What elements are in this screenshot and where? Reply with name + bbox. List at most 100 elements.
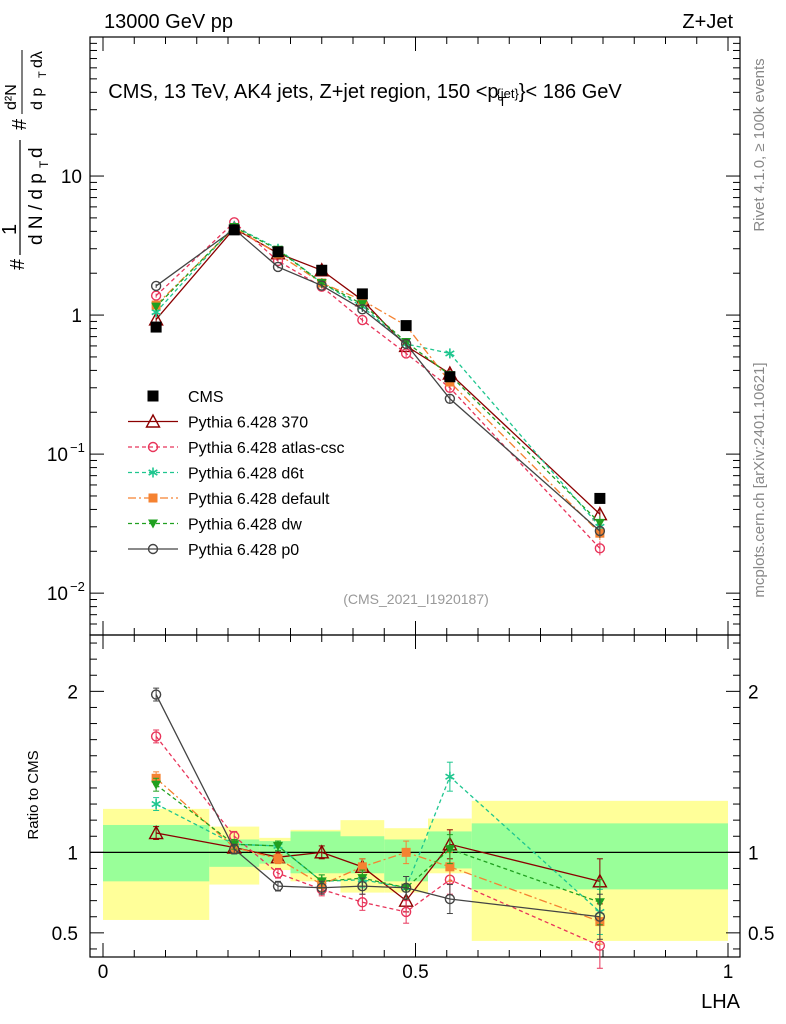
legend-entry: CMS <box>147 389 224 406</box>
legend-label: Pythia 6.428 d6t <box>188 466 304 483</box>
x-tick-label: 0 <box>98 962 109 983</box>
svg-text:1: 1 <box>0 224 21 235</box>
ratio-point <box>272 868 284 879</box>
legend-entry: Pythia 6.428 370 <box>128 413 308 432</box>
series-ratio <box>150 687 606 940</box>
y-tick-label: 1 <box>71 306 82 327</box>
svg-text:d p: d p <box>29 88 46 110</box>
legend-label: Pythia 6.428 370 <box>188 415 308 432</box>
ratio-line <box>155 784 601 903</box>
svg-text:d N / d p: d N / d p <box>26 173 47 245</box>
star-stroke <box>148 469 158 476</box>
ratio-point <box>444 845 455 855</box>
cms-data-point <box>400 320 412 332</box>
cms-data-point <box>356 288 368 300</box>
analysis-tag: (CMS_2021_I1920187) <box>343 591 489 607</box>
svg-text:T: T <box>37 160 51 168</box>
main-series-group <box>148 217 608 556</box>
series-line <box>155 228 601 532</box>
ratio-point <box>148 825 164 840</box>
uncertainty-bands <box>103 800 728 941</box>
rivet-label: Rivet 4.1.0, ≥ 100k events <box>751 58 768 231</box>
svg-text:dλ: dλ <box>29 51 46 68</box>
legend-label: Pythia 6.428 p0 <box>188 542 299 559</box>
series-point <box>151 302 162 312</box>
star-stroke <box>151 800 161 808</box>
legend-entry: Pythia 6.428 d6t <box>128 466 304 483</box>
x-tick-label: 1 <box>723 962 734 983</box>
ratio-point <box>151 799 161 810</box>
series-point <box>150 280 162 292</box>
star-stroke <box>445 773 455 780</box>
cms-data-point <box>272 246 284 258</box>
header-right: Z+Jet <box>682 11 733 33</box>
series-line <box>155 226 601 534</box>
ratio-plot-panel: 2 2 1 1 0.5 0.5 Ratio to CMS <box>25 634 774 969</box>
legend-label: CMS <box>188 389 224 406</box>
ratio-point <box>314 844 330 859</box>
series-point <box>445 348 455 359</box>
ratio-point <box>445 862 455 872</box>
ratio-ylabel: Ratio to CMS <box>25 750 42 839</box>
ratio-tick-label-left: 2 <box>67 682 78 703</box>
series-point <box>594 543 606 554</box>
ratio-point <box>273 854 283 864</box>
series-point <box>594 518 605 528</box>
ratio-point <box>594 911 606 922</box>
cms-data-point <box>444 371 456 383</box>
x-axis-label: LHA <box>701 991 741 1013</box>
ratio-point <box>229 843 240 855</box>
legend-marker <box>147 390 159 402</box>
chart-title: CMS, 13 TeV, AK4 jets, Z+jet region, 150… <box>108 81 622 109</box>
legend-marker <box>148 467 158 478</box>
legend-label: Pythia 6.428 default <box>188 491 330 508</box>
ratio-point <box>150 689 162 700</box>
legend-entry: Pythia 6.428 p0 <box>128 542 299 559</box>
ratio-tick-label-right: 0.5 <box>748 924 774 945</box>
star-stroke <box>151 308 161 316</box>
legend-marker <box>147 543 159 555</box>
cms-data-point <box>150 321 162 333</box>
series-point <box>316 280 327 291</box>
ratio-point <box>150 731 162 742</box>
ratio-point <box>445 771 455 782</box>
ratio-axis-ticks: 2 2 1 1 0.5 0.5 <box>52 642 774 950</box>
ratio-line <box>155 775 601 913</box>
series-main <box>151 221 605 534</box>
ratio-point <box>151 780 162 790</box>
series-point <box>400 338 412 350</box>
y-tick-exponent: −2 <box>70 579 85 594</box>
cms-data-point <box>316 264 328 276</box>
ratio-point <box>273 841 283 851</box>
legend-label: Pythia 6.428 dw <box>188 517 302 534</box>
ratio-point <box>316 882 327 893</box>
series-point <box>594 525 606 537</box>
x-tick-label: 0.5 <box>402 962 428 983</box>
ratio-point <box>400 882 412 893</box>
ratio-point <box>400 906 412 918</box>
cms-data <box>150 224 606 504</box>
header-left: 13000 GeV pp <box>104 11 233 33</box>
ratio-line <box>156 832 601 902</box>
cms-data-point <box>594 492 606 504</box>
series-line <box>155 226 601 524</box>
ratio-tick-label-left: 0.5 <box>52 924 78 945</box>
svg-text:#: # <box>9 118 31 130</box>
y-tick-label: 10 <box>47 445 68 466</box>
y-tick-exponent: −1 <box>70 440 85 455</box>
legend-marker <box>147 441 159 453</box>
series-main <box>151 222 605 530</box>
ratio-point <box>357 862 367 872</box>
svg-text:d²N: d²N <box>3 84 20 110</box>
svg-text:T: T <box>37 71 49 78</box>
legend-entry: Pythia 6.428 default <box>128 491 330 508</box>
series-point <box>357 304 368 315</box>
legend-label: Pythia 6.428 atlas-csc <box>188 440 345 457</box>
legend-marker <box>148 493 158 503</box>
ratio-point <box>444 893 456 905</box>
x-axis: 0 0.5 1 <box>98 37 734 983</box>
legend-marker <box>145 413 161 428</box>
series-point <box>272 261 284 273</box>
